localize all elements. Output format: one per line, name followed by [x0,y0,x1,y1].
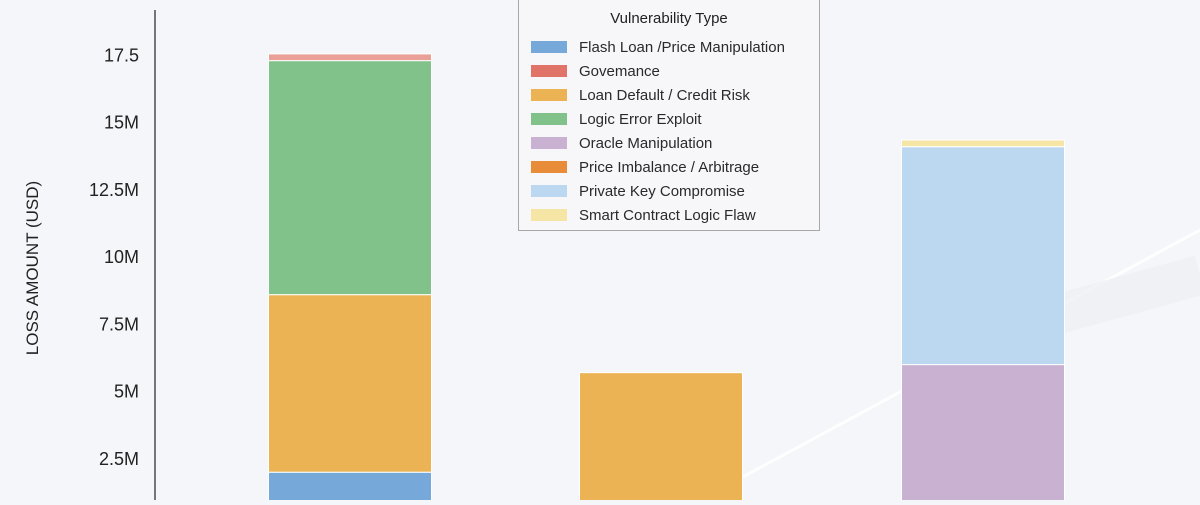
legend-label: Private Key Compromise [579,182,745,200]
y-tick-label: 10M [104,247,139,267]
bar-segment [268,53,432,62]
bar-segment [901,146,1065,366]
y-tick-label: 2.5M [99,449,139,469]
legend-label: Price Imbalance / Arbitrage [579,158,760,176]
y-axis-title: LOSS AMOUNT (USD) [23,181,42,355]
y-tick-label: 7.5M [99,314,139,334]
legend-label: Oracle Manipulation [579,134,713,152]
legend-swatch [531,89,567,101]
legend-item: Smart Contract Logic Flaw [519,203,819,227]
bar-segment [268,471,432,505]
legend-title: Vulnerability Type [610,10,728,27]
legend-item: Logic Error Exploit [519,107,819,131]
legend-item: Price Imbalance / Arbitrage [519,155,819,179]
legend-swatch [531,137,567,149]
legend-swatch [531,185,567,197]
legend-item: Loan Default / Credit Risk [519,83,819,107]
bar-segment [901,139,1065,148]
legend-swatch [531,65,567,77]
legend: Vulnerability Type Flash Loan /Price Man… [518,0,820,231]
legend-swatch [531,41,567,53]
legend-label: Govemance [579,62,660,80]
bar-segment [268,294,432,473]
bar-segment [901,364,1065,505]
legend-swatch [531,209,567,221]
legend-item: Flash Loan /Price Manipulation [519,35,819,59]
legend-swatch [531,161,567,173]
legend-item: Oracle Manipulation [519,131,819,155]
y-tick-label: 5M [114,382,139,402]
legend-swatch [531,113,567,125]
legend-item: Private Key Compromise [519,179,819,203]
bar-segment [268,60,432,296]
y-tick-label: 12.5M [89,180,139,200]
bar-segment [579,372,743,505]
legend-label: Flash Loan /Price Manipulation [579,38,785,56]
legend-label: Logic Error Exploit [579,110,702,128]
y-tick-label: 17.5 [104,45,139,65]
legend-label: Smart Contract Logic Flaw [579,206,756,224]
y-tick-label: 15M [104,113,139,133]
legend-label: Loan Default / Credit Risk [579,86,750,104]
legend-item: Govemance [519,59,819,83]
